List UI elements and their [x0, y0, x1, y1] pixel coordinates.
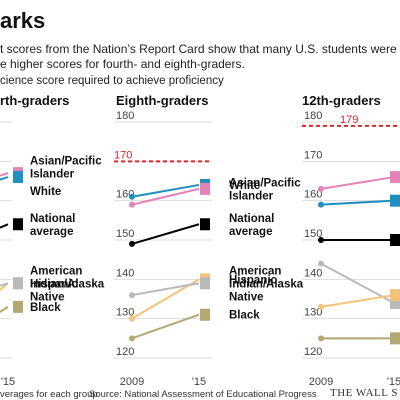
- eighth-graders-asian-pacific-islander-line: [131, 187, 200, 206]
- eighth-graders-national-average-point-2009: [129, 240, 135, 247]
- eighth-graders-legend-white-line-0: White: [229, 180, 260, 192]
- 12th-graders-title: 12th-graders: [302, 93, 381, 108]
- rth-graders-legend-american-indian-alaska-native-line-1: Indian/Alaska: [30, 278, 105, 290]
- eighth-graders-legend-american-indian-alaska-native-line-2: Native: [229, 291, 264, 303]
- 12th-graders-y-tick-170: 170: [304, 149, 322, 161]
- eighth-graders-y-tick-120: 120: [116, 346, 134, 358]
- 12th-graders-x-tick-1: '15: [387, 376, 400, 388]
- 12th-graders-y-tick-150: 150: [304, 228, 322, 240]
- 12th-graders-asian-pacific-islander-line: [320, 176, 395, 190]
- rth-graders-national-average-line: [0, 223, 9, 229]
- 12th-graders-white-end-marker: [390, 194, 400, 207]
- rth-graders-american-indian-alaska-native-line: [0, 282, 9, 287]
- 12th-graders-national-average-end-marker: [390, 234, 400, 246]
- rth-graders-legend-american-indian-alaska-native-line-2: Native: [30, 291, 65, 303]
- eighth-graders-legend-american-indian-alaska-native-line-0: American: [229, 265, 281, 277]
- 12th-graders-y-tick-130: 130: [304, 307, 322, 319]
- eighth-graders-legend-asian-pacific-islander-line-0: Asian/Pacific: [229, 177, 301, 189]
- eighth-graders-x-tick-0: 2009: [120, 376, 144, 388]
- 12th-graders-y-tick-180: 180: [304, 110, 322, 122]
- 12th-graders-y-tick-120: 120: [304, 346, 322, 358]
- rth-graders-x-tick-1: '15: [1, 376, 15, 388]
- 12th-graders-american-indian-alaska-native-point-2009: [318, 260, 324, 267]
- 12th-graders-national-average-point-2009: [318, 237, 324, 243]
- eighth-graders-legend-american-indian-alaska-native-line-1: Indian/Alaska: [229, 278, 304, 290]
- source-note: Source: National Assessment of Education…: [89, 389, 317, 400]
- 12th-graders-y-tick-140: 140: [304, 267, 322, 279]
- rth-graders-black-line: [0, 306, 9, 314]
- eighth-graders-asian-pacific-islander-end-marker: [200, 182, 210, 195]
- eighth-graders-legend-asian-pacific-islander-line-1: Islander: [229, 190, 274, 202]
- eighth-graders-x-tick-1: '15: [192, 376, 206, 388]
- 12th-graders-y-tick-160: 160: [304, 189, 322, 201]
- rth-graders-asian-pacific-islander-line: [0, 172, 9, 177]
- eighth-graders-american-indian-alaska-native-line: [131, 282, 200, 297]
- 12th-graders-hispanic-line: [320, 294, 395, 308]
- eighth-graders-y-tick-130: 130: [116, 307, 134, 319]
- 12th-graders-black-point-2009: [318, 335, 324, 342]
- rth-graders-national-average-end-marker: [13, 218, 23, 231]
- eighth-graders-y-tick-150: 150: [116, 228, 134, 240]
- rth-graders-legend-american-indian-alaska-native-line-0: American: [30, 265, 82, 277]
- eighth-graders-american-indian-alaska-native-end-marker: [200, 277, 210, 290]
- 12th-graders-white-line: [320, 199, 395, 206]
- rth-graders-legend-black-line-0: Black: [30, 302, 61, 314]
- eighth-graders-white-line: [131, 183, 200, 198]
- eighth-graders-y-tick-180: 180: [116, 110, 134, 122]
- rth-graders-legend-asian-pacific-islander-line-0: Asian/Pacific: [30, 156, 102, 168]
- 12th-graders-x-tick-0: 2009: [309, 376, 333, 388]
- eighth-graders-legend-hispanic-line-0: Hispanic: [229, 274, 278, 286]
- eighth-graders-title: Eighth-graders: [116, 93, 208, 108]
- rth-graders-white-line: [0, 176, 9, 181]
- rth-graders-legend-asian-pacific-islander-line-1: Islander: [30, 169, 75, 181]
- rth-graders-white-end-marker: [13, 171, 23, 184]
- eighth-graders-national-average-line: [131, 223, 200, 245]
- chart-title: arks: [0, 8, 46, 33]
- 12th-graders-proficiency-label: 179: [340, 114, 358, 126]
- eighth-graders-proficiency-label-bg: [113, 148, 137, 161]
- eighth-graders-black-line: [131, 313, 200, 340]
- 12th-graders-american-indian-alaska-native-end-marker: [390, 296, 400, 309]
- publisher-brand: THE WALL S: [330, 387, 398, 399]
- eighth-graders-black-point-2009: [129, 335, 135, 342]
- 12th-graders-asian-pacific-islander-end-marker: [390, 171, 400, 184]
- rth-graders-american-indian-alaska-native-end-marker: [13, 277, 23, 290]
- proficiency-note: cience score required to achieve profici…: [0, 75, 224, 87]
- eighth-graders-white-point-2009: [129, 193, 135, 200]
- rth-graders-legend-white-line-0: White: [30, 186, 61, 198]
- subtitle-line-1: t scores from the Nation’s Report Card s…: [0, 42, 400, 56]
- 12th-graders-asian-pacific-islander-point-2009: [318, 185, 324, 192]
- eighth-graders-legend-national-average-line-1: average: [229, 226, 272, 238]
- footnote: verages for each group: [0, 389, 98, 400]
- rth-graders-legend-national-average-line-1: average: [30, 226, 73, 238]
- rth-graders-title: rth-graders: [0, 93, 69, 108]
- 12th-graders-hispanic-point-2009: [318, 303, 324, 310]
- eighth-graders-proficiency-label: 170: [114, 149, 132, 161]
- rth-graders-hispanic-line: [0, 282, 9, 292]
- eighth-graders-american-indian-alaska-native-point-2009: [129, 292, 135, 299]
- rth-graders-black-end-marker: [13, 300, 23, 313]
- rth-graders-legend-hispanic-line-0: Hispanic: [30, 278, 79, 290]
- 12th-graders-hispanic-end-marker: [390, 289, 400, 302]
- 12th-graders-white-point-2009: [318, 201, 324, 208]
- eighth-graders-national-average-end-marker: [200, 218, 210, 231]
- eighth-graders-legend-national-average-line-0: National: [229, 213, 274, 225]
- rth-graders-legend-national-average-line-0: National: [30, 213, 75, 225]
- eighth-graders-asian-pacific-islander-point-2009: [129, 201, 135, 208]
- eighth-graders-y-tick-140: 140: [116, 267, 134, 279]
- subtitle-line-2: e higher scores for fourth- and eighth-g…: [0, 57, 245, 71]
- eighth-graders-legend-black-line-0: Black: [229, 310, 260, 322]
- 12th-graders-black-end-marker: [390, 332, 400, 345]
- eighth-graders-hispanic-point-2009: [129, 315, 135, 322]
- 12th-graders-proficiency-label-bg: [339, 112, 363, 125]
- eighth-graders-black-end-marker: [200, 308, 210, 321]
